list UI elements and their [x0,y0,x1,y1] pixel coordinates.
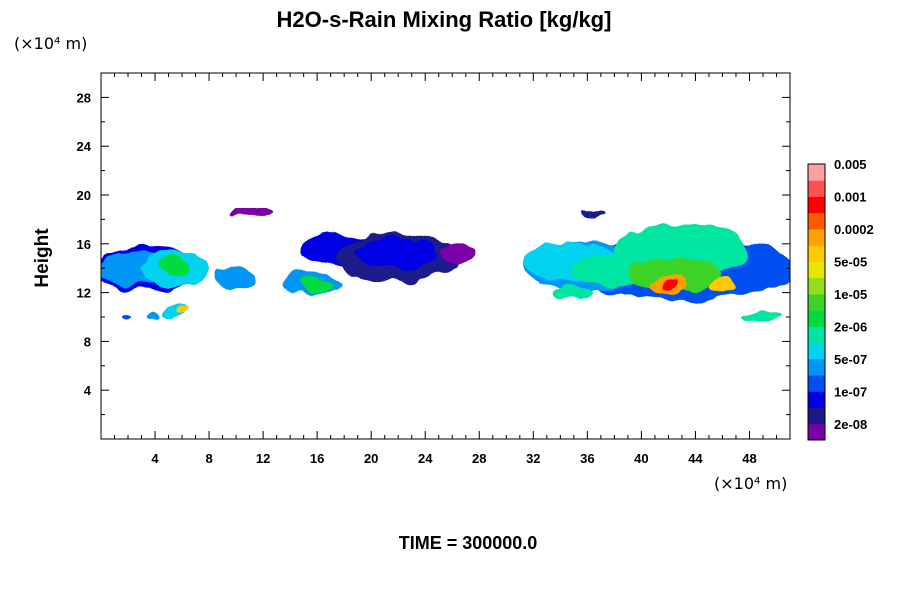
y-tick-label: 8 [84,334,91,349]
cloud-region [229,209,270,217]
y-axis-ticks: 4 8 12 16 20 24 28 [77,90,790,416]
colorbar-swatch [808,293,825,311]
y-unit-label: (×10⁴ m) [14,34,87,53]
x-axis-ticks: 4 8 12 16 20 24 28 32 36 40 44 48 [114,73,777,466]
cloud-region [742,312,784,322]
colorbar-swatch [808,342,825,360]
cloud-region [148,312,162,320]
x-tick-label: 16 [310,451,324,466]
x-tick-label: 40 [634,451,648,466]
colorbar-swatch [808,196,825,214]
x-tick-label: 32 [526,451,540,466]
colorbar-swatch [808,212,825,230]
colorbar-swatch [808,375,825,392]
x-tick-label: 20 [364,451,378,466]
cloud-region [553,286,595,299]
x-tick-label: 12 [256,451,270,466]
colorbar-swatch [808,180,825,197]
colorbar: 2e-08 1e-07 5e-07 2e-06 1e-05 5e-05 0.0002 0.00… [807,157,874,441]
y-tick-label: 20 [77,188,91,203]
x-tick-label: 28 [472,451,486,466]
chart-title: H2O-s-Rain Mixing Ratio [kg/kg] [277,7,612,32]
cloud-region [580,209,608,217]
x-tick-label: 36 [580,451,594,466]
colorbar-label: 5e-05 [834,254,867,269]
colorbar-swatch [808,326,825,344]
colorbar-label: 5e-07 [834,352,867,367]
colorbar-swatch [808,164,825,181]
cloud-region [176,307,188,315]
y-tick-label: 4 [84,383,92,398]
colorbar-label: 1e-05 [834,287,867,302]
colorbar-label: 2e-06 [834,319,867,334]
colorbar-swatch [808,423,825,441]
colorbar-swatch [808,228,825,246]
colorbar-label: 1e-07 [834,384,867,399]
colorbar-label: 0.001 [834,189,867,204]
x-tick-label: 44 [688,451,703,466]
x-unit-label: (×10⁴ m) [714,474,787,493]
cloud-region [123,314,133,320]
y-tick-label: 24 [77,139,92,154]
colorbar-label: 0.005 [834,157,867,172]
colorbar-label: 2e-08 [834,417,867,432]
x-tick-label: 4 [151,451,159,466]
rain-mixing-field [101,209,790,322]
y-tick-label: 12 [77,286,91,301]
cloud-region [159,254,192,275]
cloud-region [357,238,439,269]
colorbar-swatch [808,310,825,327]
colorbar-label: 0.0002 [834,222,874,237]
cloud-region [661,281,676,292]
y-axis-title: Height [32,228,53,288]
colorbar-swatch [808,407,825,425]
colorbar-swatch [808,277,825,295]
x-tick-label: 8 [205,451,212,466]
plot-frame [100,72,791,440]
colorbar-swatch [808,391,825,409]
colorbar-swatch [808,261,825,279]
x-tick-label: 48 [742,451,756,466]
colorbar-swatch [808,358,825,376]
y-tick-label: 16 [77,237,91,252]
x-tick-label: 24 [418,451,433,466]
cloud-region [300,277,334,293]
time-label: TIME = 300000.0 [399,533,538,553]
y-tick-label: 28 [77,90,91,105]
cloud-region [442,243,476,261]
colorbar-swatch [808,245,825,262]
colorbar-frame [807,163,826,441]
cloud-region [627,257,723,292]
cloud-region [708,279,736,294]
cloud-region [214,266,258,289]
